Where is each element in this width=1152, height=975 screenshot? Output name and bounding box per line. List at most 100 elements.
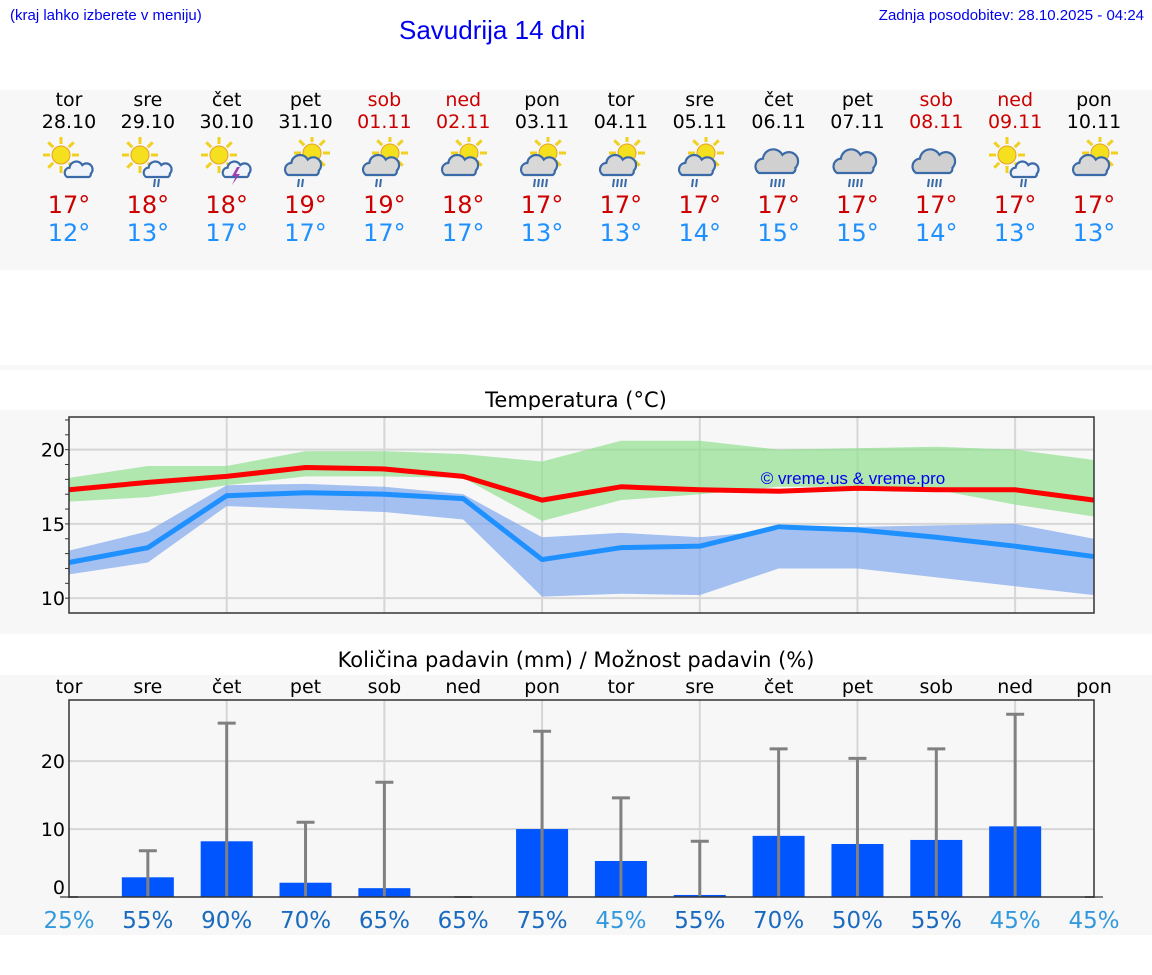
sun-ray: [613, 139, 621, 147]
plot-frame: [68, 416, 1095, 614]
day-forecast: pet 07.11 17° 15°: [817, 89, 897, 247]
raindrop: [300, 178, 304, 188]
sun-ray: [225, 141, 233, 149]
sun-disc: [997, 145, 1017, 165]
precipitation-probability: 55%: [911, 908, 962, 934]
min-range-band: [69, 483, 1094, 597]
sun-ray: [475, 139, 484, 147]
precipitation-probability: 45%: [595, 908, 646, 934]
min-temperature: 17°: [363, 219, 406, 247]
day-date: 30.10: [199, 111, 254, 133]
sun-ray: [633, 139, 641, 147]
y-tick-label: 10: [41, 588, 65, 610]
day-name: čet: [763, 89, 794, 111]
day-forecast: pon 10.11 17° 13°: [1054, 89, 1134, 247]
cloud-sun-light-rain-icon: [283, 137, 330, 188]
x-category-label: pet: [290, 676, 321, 698]
min-temperature: 14°: [915, 219, 958, 247]
day-forecast: sob 08.11 17° 14°: [896, 89, 976, 247]
temperature-chart: 10 15 20 © vreme.us & vreme.pro: [41, 416, 1095, 614]
cloud: [1071, 153, 1111, 177]
sun-ray: [691, 139, 700, 147]
min-temperature: 17°: [205, 219, 248, 247]
day-date: 10.11: [1066, 111, 1122, 133]
max-range-band: [69, 440, 1094, 521]
day-date: 08.11: [909, 111, 964, 133]
raindrop: [694, 178, 698, 188]
day-forecast: pet 31.10 19° 17°: [266, 89, 346, 247]
precipitation-probability: 45%: [990, 908, 1041, 934]
sun-ray: [397, 139, 405, 147]
precipitation-probability: 55%: [122, 908, 173, 934]
sun-ray: [993, 161, 1001, 169]
day-name: tor: [607, 89, 635, 111]
min-temperature-line: [68, 490, 1095, 565]
precipitation-probability: 65%: [359, 908, 410, 934]
min-temperature: 13°: [599, 219, 643, 247]
cloud: [911, 148, 957, 175]
page-title: Savudrija 14 dni: [399, 15, 586, 45]
y-tick-label: 15: [41, 514, 65, 536]
raindrop: [623, 178, 627, 188]
raindrop: [545, 178, 549, 188]
day-date: 31.10: [278, 111, 333, 133]
precipitation-probability: 55%: [674, 908, 725, 934]
cloud: [754, 148, 799, 175]
raindrop: [856, 178, 860, 188]
min-temperature: 17°: [441, 219, 485, 247]
cloud-rain-icon: [832, 148, 878, 188]
max-temperature: 17°: [836, 191, 879, 219]
day-forecast: sob 01.11 19° 17°: [344, 89, 424, 247]
day-forecast: ned 02.11 18° 17°: [423, 89, 503, 247]
max-temperature: 17°: [520, 191, 564, 219]
day-forecast: pon 03.11 17° 13°: [502, 89, 582, 247]
max-temperature: 17°: [915, 191, 958, 219]
cloud-sun-light-rain-icon: [362, 137, 409, 188]
x-category-label: ned: [997, 676, 1033, 698]
day-name: sob: [919, 89, 954, 111]
max-temperature: 18°: [441, 191, 485, 219]
day-forecast: čet 06.11 17° 15°: [739, 89, 819, 247]
max-temperature: 18°: [205, 191, 248, 219]
precipitation-chart-title: Količina padavin (mm) / Možnost padavin …: [337, 648, 815, 672]
sun-cloud-thunder-icon: [200, 137, 252, 185]
cloud-sun-icon: [441, 137, 488, 177]
day-forecast-list: tor 28.10 17° 12° sre 29.10 18° 13° čet 30.10 1…: [0, 89, 1152, 269]
day-forecast: čet 30.10 18° 17°: [187, 89, 267, 247]
min-temperature: 13°: [1072, 219, 1116, 247]
day-date: 04.11: [593, 111, 649, 133]
sun-ray: [204, 161, 212, 169]
raindrop: [927, 178, 931, 188]
max-temperature: 19°: [363, 191, 406, 219]
sun-cloud-icon: [43, 137, 94, 179]
sun-ray: [297, 139, 305, 147]
sun-cloud-light-rain-icon: [121, 137, 173, 188]
cloud-rain-icon: [911, 148, 957, 188]
raindrop: [619, 178, 623, 188]
day-name: pet: [289, 89, 322, 111]
precipitation-probability: 90%: [201, 908, 252, 934]
max-temperature: 19°: [284, 191, 327, 219]
precipitation-probability: 70%: [280, 908, 331, 934]
day-date: 29.10: [120, 111, 176, 133]
raindrop: [611, 178, 615, 188]
sun-ray: [1013, 141, 1021, 149]
day-date: 07.11: [830, 111, 885, 133]
day-name: sre: [685, 89, 715, 111]
max-temperature: 17°: [599, 191, 643, 219]
x-category-label: pon: [524, 676, 560, 698]
day-forecast: sre 29.10 18° 13°: [108, 89, 188, 247]
cloud-sun-icon: [1071, 137, 1118, 177]
cloud-sun-rain-icon: [598, 137, 645, 188]
cloud-sun-light-rain-icon: [677, 137, 724, 188]
x-category-label: pet: [842, 676, 873, 698]
max-temperature: 17°: [757, 191, 800, 219]
max-temperature: 17°: [993, 191, 1037, 219]
sun-ray: [67, 141, 75, 149]
temperature-chart-title: Temperatura (°C): [485, 388, 667, 412]
raindrop: [852, 178, 856, 188]
min-temperature: 15°: [836, 219, 879, 247]
max-temperature: 17°: [678, 191, 722, 219]
day-name: čet: [211, 89, 242, 111]
divider: [0, 365, 1152, 370]
